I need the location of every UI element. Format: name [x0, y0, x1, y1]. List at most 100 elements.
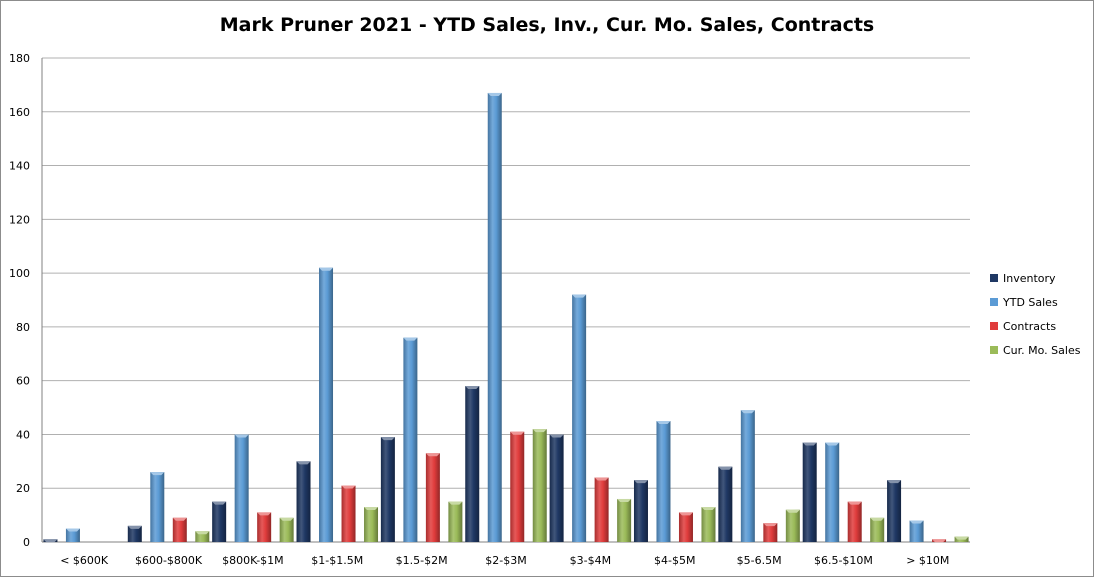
bar-ytd-sales	[656, 421, 671, 542]
bar-inventory	[380, 437, 395, 542]
bar-cap	[364, 507, 379, 511]
legend-label: Inventory	[1003, 271, 1056, 285]
x-tick-label: > $10M	[906, 554, 949, 567]
bar-contracts	[678, 512, 693, 542]
bar-ytd-sales	[150, 472, 165, 542]
bar-cur-mo-sales	[701, 507, 716, 542]
legend-swatch	[990, 322, 998, 330]
bar-cap	[740, 410, 755, 414]
legend: Inventory YTD Sales Contracts Cur. Mo. Sale…	[990, 266, 1080, 362]
bar-cur-mo-sales	[617, 498, 632, 542]
y-tick-label: 60	[16, 375, 30, 388]
legend-label: YTD Sales	[1003, 295, 1058, 309]
bar-contracts	[425, 453, 440, 542]
bar-inventory	[549, 434, 564, 542]
bar-cap	[212, 501, 227, 505]
bar-cap	[65, 528, 80, 532]
bar-ytd-sales	[487, 92, 502, 542]
bar-cap	[403, 337, 418, 341]
bar-contracts	[763, 523, 778, 542]
bar-cur-mo-sales	[364, 507, 379, 542]
bar-cap	[510, 431, 525, 435]
legend-swatch	[990, 298, 998, 306]
legend-label: Cur. Mo. Sales	[1003, 343, 1081, 357]
bar-cap	[909, 520, 924, 524]
bar-cap	[594, 477, 609, 481]
bar-cap	[127, 525, 142, 529]
bar-cap	[633, 480, 648, 484]
bar-cap	[465, 386, 480, 390]
bar-cap	[870, 517, 885, 521]
bar-cap	[43, 539, 58, 543]
x-tick-label: $2-$3M	[485, 554, 526, 567]
legend-item: Cur. Mo. Sales	[990, 338, 1080, 362]
x-tick-label: < $600K	[60, 554, 109, 567]
bar-contracts	[172, 517, 187, 542]
bar-ytd-sales	[740, 410, 755, 542]
bar-cap	[701, 507, 716, 511]
bar-ytd-sales	[909, 520, 924, 542]
bar-cap	[678, 512, 693, 516]
bar-cur-mo-sales	[279, 517, 294, 542]
y-tick-label: 80	[16, 321, 30, 334]
bar-cap	[425, 453, 440, 457]
legend-label: Contracts	[1003, 319, 1057, 333]
bar-cap	[279, 517, 294, 521]
bar-cap	[487, 92, 502, 96]
y-tick-label: 20	[16, 482, 30, 495]
bar-cap	[257, 512, 272, 516]
y-tick-label: 100	[9, 267, 30, 280]
bar-cap	[847, 501, 862, 505]
bar-cur-mo-sales	[448, 501, 463, 542]
bar-cur-mo-sales	[532, 429, 547, 542]
y-tick-label: 40	[16, 428, 30, 441]
x-tick-label: $3-$4M	[570, 554, 611, 567]
chart-title: Mark Pruner 2021 - YTD Sales, Inv., Cur.…	[219, 14, 875, 36]
bar-cap	[763, 523, 778, 527]
bar-cap	[549, 434, 564, 438]
bar-ytd-sales	[234, 434, 249, 542]
legend-item: YTD Sales	[990, 290, 1080, 314]
bar-cap	[785, 509, 800, 513]
bar-cap	[319, 267, 334, 271]
bar-cap	[718, 466, 733, 470]
bar-cap	[954, 536, 969, 540]
x-tick-label: $1-$1.5M	[311, 554, 363, 567]
bar-cap	[932, 539, 947, 543]
bar-contracts	[257, 512, 272, 542]
bar-contracts	[510, 431, 525, 542]
bar-inventory	[887, 480, 902, 542]
bar-cur-mo-sales	[195, 531, 210, 542]
x-tick-label: $6.5-$10M	[814, 554, 873, 567]
bar-cap	[150, 472, 165, 476]
bar-contracts	[847, 501, 862, 542]
bar-inventory	[718, 466, 733, 542]
bar-cap	[617, 498, 632, 502]
x-tick-label: $5-6.5M	[737, 554, 782, 567]
bar-cap	[802, 442, 817, 446]
y-tick-label: 160	[9, 106, 30, 119]
x-tick-label: $4-$5M	[654, 554, 695, 567]
bar-cap	[172, 517, 187, 521]
bar-cap	[656, 421, 671, 424]
bar-cap	[887, 480, 902, 484]
x-tick-label: $1.5-$2M	[396, 554, 448, 567]
bar-cur-mo-sales	[870, 517, 885, 542]
bar-inventory	[465, 386, 480, 542]
legend-item: Inventory	[990, 266, 1080, 290]
bar-ytd-sales	[825, 442, 840, 542]
bar-inventory	[212, 501, 227, 542]
legend-swatch	[990, 274, 998, 282]
y-tick-label: 180	[9, 52, 30, 65]
bar-cap	[195, 531, 210, 535]
legend-swatch	[990, 346, 998, 354]
bar-inventory	[633, 480, 648, 542]
bar-inventory	[296, 461, 311, 542]
bar-ytd-sales	[319, 267, 334, 542]
bar-cap	[572, 294, 587, 298]
bar-cap	[380, 437, 395, 441]
bar-ytd-sales	[403, 337, 418, 542]
y-tick-label: 0	[23, 536, 30, 549]
